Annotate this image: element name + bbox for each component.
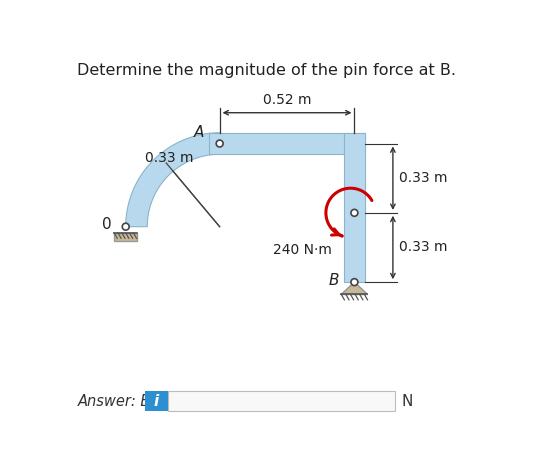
Bar (114, 233, 138, 241)
Text: i: i (154, 394, 159, 409)
Text: N: N (401, 394, 413, 409)
Bar (145, 391, 168, 412)
Polygon shape (126, 133, 220, 227)
Text: Answer: B =: Answer: B = (78, 394, 168, 409)
Circle shape (216, 140, 223, 147)
Text: 0.33 m: 0.33 m (399, 171, 448, 185)
Polygon shape (209, 133, 365, 154)
Text: B: B (328, 273, 339, 288)
Text: 0.52 m: 0.52 m (263, 93, 311, 106)
Text: 0.33 m: 0.33 m (399, 241, 448, 254)
Circle shape (351, 279, 358, 285)
Text: 240 N·m: 240 N·m (272, 243, 332, 257)
Text: A: A (194, 125, 204, 140)
Bar (168, 391, 395, 412)
Circle shape (122, 223, 129, 230)
Polygon shape (341, 282, 367, 294)
Circle shape (351, 210, 358, 216)
Text: 0: 0 (102, 217, 112, 232)
Text: 0.33 m: 0.33 m (145, 151, 193, 164)
Polygon shape (344, 133, 365, 282)
Text: Determine the magnitude of the pin force at B.: Determine the magnitude of the pin force… (77, 64, 456, 79)
